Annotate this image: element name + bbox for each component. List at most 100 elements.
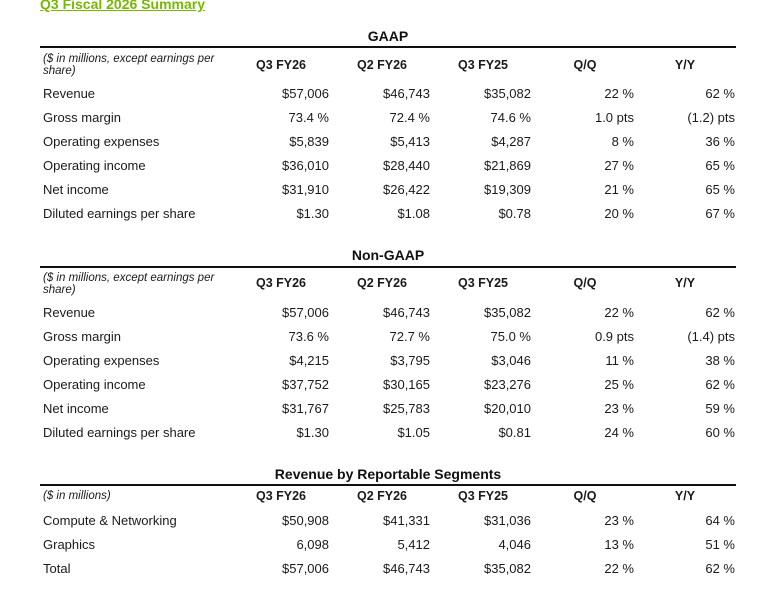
row-label: Operating income	[43, 377, 146, 392]
table-row: Operating income $37,752 $30,165 $23,276…	[40, 377, 736, 401]
table-row: Net income $31,910 $26,422 $19,309 21 % …	[40, 182, 736, 206]
section-rule	[40, 46, 736, 48]
cell-value: 23 %	[604, 513, 634, 528]
cell-value: 62 %	[705, 86, 735, 101]
cell-value: $19,309	[484, 182, 531, 197]
cell-value: $3,795	[390, 353, 430, 368]
cell-value: $4,215	[289, 353, 329, 368]
column-header: Q3 FY25	[457, 489, 509, 503]
cell-value: 5,412	[397, 537, 430, 552]
column-header: Q/Q	[573, 489, 597, 503]
column-header: Y/Y	[674, 58, 696, 72]
table-row: Revenue $57,006 $46,743 $35,082 22 % 62 …	[40, 305, 736, 329]
cell-value: 20 %	[604, 206, 634, 221]
cell-value: $31,767	[282, 401, 329, 416]
cell-value: $57,006	[282, 561, 329, 576]
row-label: Operating expenses	[43, 134, 160, 149]
row-label: Gross margin	[43, 329, 122, 344]
cell-value: $0.78	[498, 206, 531, 221]
row-label: Net income	[43, 182, 109, 197]
table-row: Gross margin 73.6 % 72.7 % 75.0 % 0.9 pt…	[40, 329, 736, 353]
section-heading: GAAP	[367, 28, 409, 44]
cell-value: $31,910	[282, 182, 329, 197]
column-header: Q3 FY26	[255, 58, 307, 72]
cell-value: $50,908	[282, 513, 329, 528]
cell-value: 64 %	[705, 513, 735, 528]
gaap-section: GAAP ($ in millions, except earnings per…	[40, 0, 736, 230]
table-row: Compute & Networking $50,908 $41,331 $31…	[40, 513, 736, 537]
column-header: Q2 FY26	[356, 276, 408, 290]
cell-value: $21,869	[484, 158, 531, 173]
cell-value: $57,006	[282, 86, 329, 101]
segments-section: Revenue by Reportable Segments ($ in mil…	[40, 438, 736, 588]
cell-value: 4,046	[498, 537, 531, 552]
cell-value: $35,082	[484, 86, 531, 101]
cell-value: $46,743	[383, 305, 430, 320]
non-gaap-section: Non-GAAP ($ in millions, except earnings…	[40, 219, 736, 449]
cell-value: 65 %	[705, 182, 735, 197]
column-header: Q/Q	[573, 276, 597, 290]
table-row: Graphics 6,098 5,412 4,046 13 % 51 %	[40, 537, 736, 561]
cell-value: $41,331	[383, 513, 430, 528]
cell-value: 27 %	[604, 158, 634, 173]
column-header: Y/Y	[674, 489, 696, 503]
row-label: Operating income	[43, 158, 146, 173]
cell-value: 13 %	[604, 537, 634, 552]
row-label: Graphics	[43, 537, 96, 552]
cell-value: 65 %	[705, 158, 735, 173]
table-row: Operating income $36,010 $28,440 $21,869…	[40, 158, 736, 182]
column-header: Q3 FY25	[457, 58, 509, 72]
table-row: Operating expenses $4,215 $3,795 $3,046 …	[40, 353, 736, 377]
column-header: Q2 FY26	[356, 58, 408, 72]
cell-value: $46,743	[383, 561, 430, 576]
row-label: Diluted earnings per share	[43, 425, 196, 440]
column-header: Q/Q	[573, 58, 597, 72]
cell-value: 36 %	[705, 134, 735, 149]
cell-value: 60 %	[705, 425, 735, 440]
cell-value: $1.05	[397, 425, 430, 440]
table-row: Diluted earnings per share $1.30 $1.05 $…	[40, 425, 736, 449]
row-label: Diluted earnings per share	[43, 206, 196, 221]
table-row: Diluted earnings per share $1.30 $1.08 $…	[40, 206, 736, 230]
cell-value: 67 %	[705, 206, 735, 221]
units-note: ($ in millions, except earnings per shar…	[43, 272, 215, 296]
cell-value: 22 %	[604, 305, 634, 320]
cell-value: 72.7 %	[389, 329, 430, 344]
row-label: Revenue	[43, 86, 96, 101]
cell-value: $26,422	[383, 182, 430, 197]
cell-value: 62 %	[705, 305, 735, 320]
units-note: ($ in millions)	[43, 490, 111, 502]
cell-value: $1.30	[296, 206, 329, 221]
cell-value: 75.0 %	[490, 329, 531, 344]
cell-value: 11 %	[605, 353, 634, 368]
cell-value: 6,098	[296, 537, 329, 552]
cell-value: 59 %	[705, 401, 735, 416]
column-header: Q3 FY26	[255, 489, 307, 503]
table-row: Revenue $57,006 $46,743 $35,082 22 % 62 …	[40, 86, 736, 110]
cell-value: $0.81	[498, 425, 531, 440]
units-note: ($ in millions, except earnings per shar…	[43, 53, 215, 77]
cell-value: 73.4 %	[288, 110, 329, 125]
table-row: Net income $31,767 $25,783 $20,010 23 % …	[40, 401, 736, 425]
cell-value: $28,440	[383, 158, 430, 173]
cell-value: 8 %	[611, 134, 634, 149]
cell-value: $20,010	[484, 401, 531, 416]
cell-value: 72.4 %	[389, 110, 430, 125]
cell-value: $35,082	[484, 561, 531, 576]
cell-value: $37,752	[282, 377, 329, 392]
cell-value: 74.6 %	[490, 110, 531, 125]
section-rule	[40, 266, 736, 268]
table-row: Gross margin 73.4 % 72.4 % 74.6 % 1.0 pt…	[40, 110, 736, 134]
cell-value: 38 %	[705, 353, 735, 368]
cell-value: $1.08	[397, 206, 430, 221]
cell-value: 62 %	[705, 561, 735, 576]
cell-value: 0.9 pts	[594, 329, 634, 344]
row-label: Compute & Networking	[43, 513, 177, 528]
row-label: Revenue	[43, 305, 96, 320]
cell-value: 22 %	[604, 561, 634, 576]
page-title: Q3 Fiscal 2026 Summary	[40, 0, 205, 12]
cell-value: 51 %	[705, 537, 735, 552]
cell-value: $3,046	[491, 353, 531, 368]
cell-value: $23,276	[484, 377, 531, 392]
cell-value: 23 %	[604, 401, 634, 416]
